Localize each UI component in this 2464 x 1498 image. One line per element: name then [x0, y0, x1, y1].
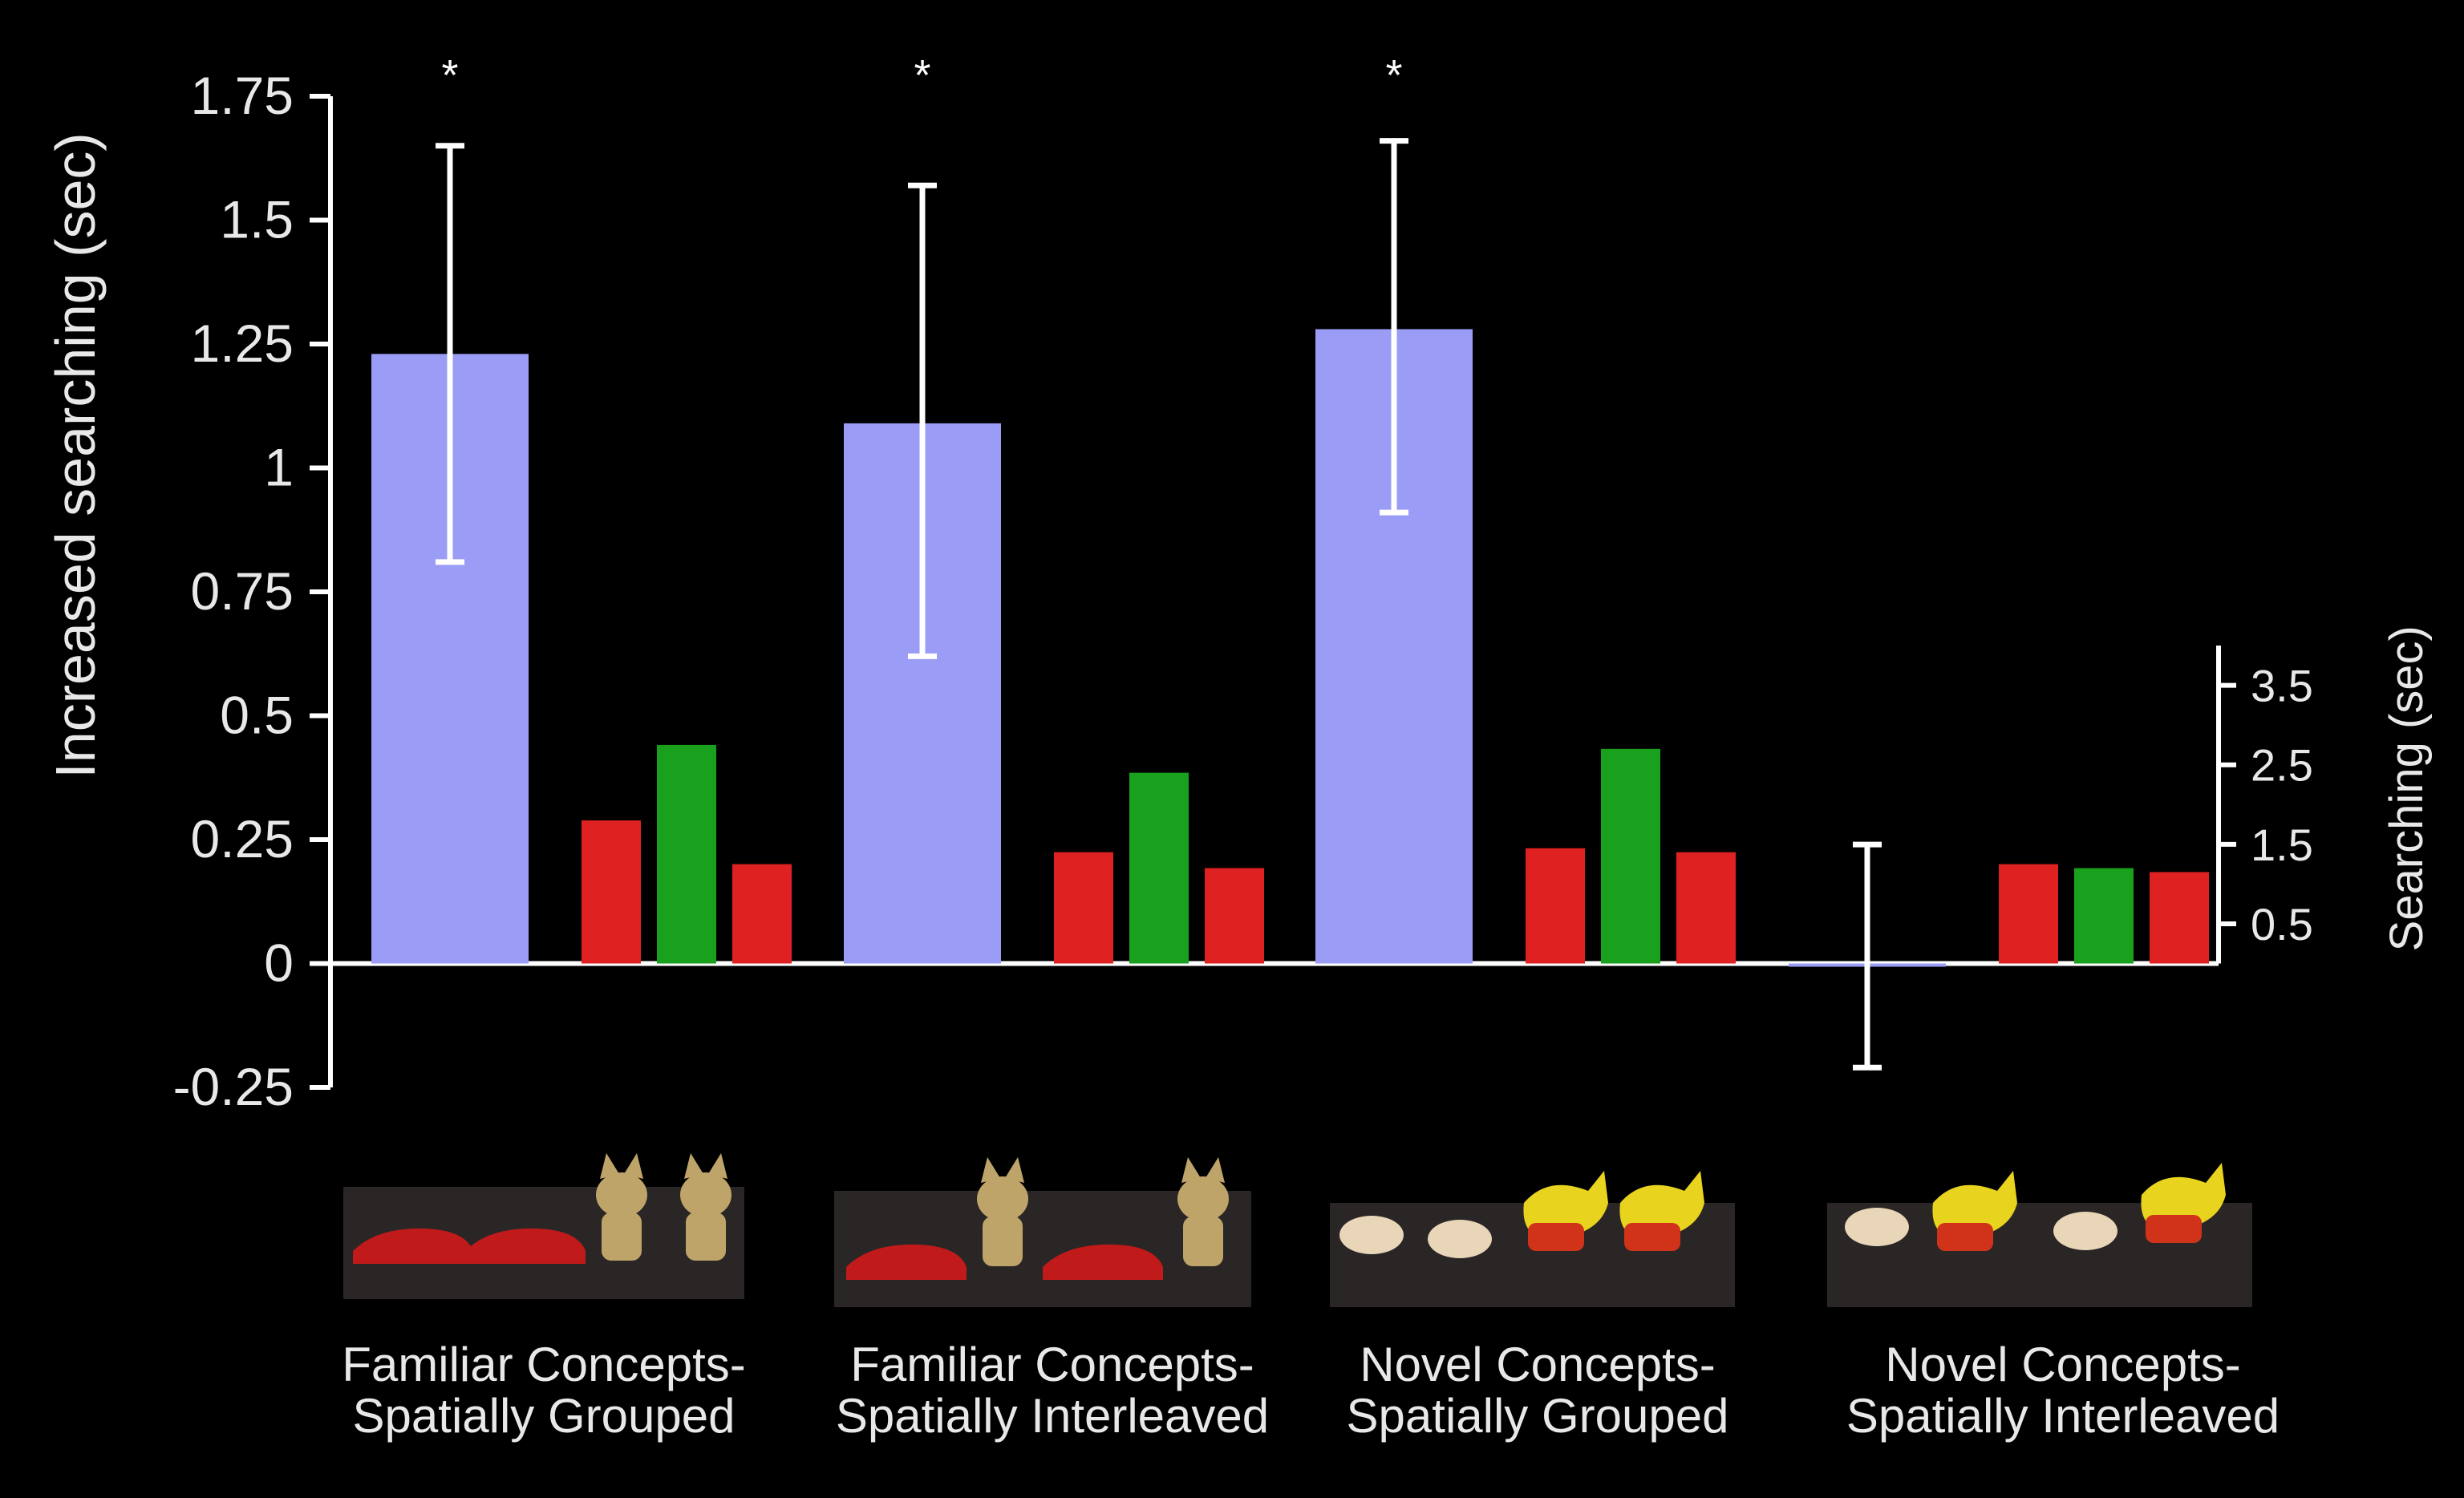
- x-axis-category-label: Spatially Interleaved: [1846, 1389, 2280, 1443]
- y2-axis-tick-label: 3.5: [2251, 661, 2313, 711]
- y-axis-tick-label: 0.5: [220, 686, 294, 745]
- x-axis-category-label: Spatially Interleaved: [836, 1389, 1269, 1443]
- y-axis-tick-label: 1: [264, 438, 294, 497]
- searching-bar: [657, 744, 716, 964]
- searching-bar: [1601, 748, 1660, 964]
- stimulus-image-familiar-interleaved: [834, 1157, 1251, 1307]
- plot-layer: 1.75 1.5 1.25 1 0.75 0.5 0.25 0 -0.25 Increased s…: [44, 51, 2433, 1443]
- y2-axis-tick-label: 2.5: [2251, 740, 2313, 791]
- stimulus-image-novel-interleaved: [1827, 1163, 2252, 1307]
- y-axis-tick-label: 1.75: [191, 66, 294, 125]
- searching-bar: [1999, 864, 2058, 964]
- searching-bar: [1129, 772, 1189, 964]
- x-axis-category-label: Spatially Grouped: [353, 1389, 736, 1443]
- y2-axis-title: Searching (sec): [2381, 626, 2433, 951]
- x-axis-category-label: Novel Concepts-: [1360, 1338, 1716, 1391]
- x-axis-category-label: Familiar Concepts-: [850, 1338, 1254, 1391]
- stimulus-images: [343, 1153, 2252, 1307]
- y-axis-tick-label: 1.25: [191, 314, 294, 373]
- searching-bar: [1676, 852, 1736, 964]
- stimulus-image-familiar-grouped: [343, 1153, 744, 1299]
- significance-marker: *: [441, 51, 458, 99]
- y2-axis-tick-label: 1.5: [2251, 820, 2313, 870]
- searching-bar: [2150, 872, 2209, 964]
- searching-bar: [582, 820, 641, 964]
- y2-axis-tick-label: 0.5: [2251, 899, 2313, 949]
- y-axis-tick-label: 1.5: [220, 190, 294, 249]
- x-axis-category-label: Spatially Grouped: [1347, 1389, 1729, 1443]
- y-axis-title: Increased searching (sec): [44, 132, 107, 778]
- y-axis-tick-label: 0.75: [191, 561, 294, 621]
- y-axis-tick-label: 0.25: [191, 809, 294, 868]
- searching-bar: [732, 864, 792, 964]
- x-axis-category-label: Familiar Concepts-: [342, 1338, 745, 1391]
- y-axis-tick-label: -0.25: [173, 1057, 294, 1116]
- searching-bar: [1054, 852, 1113, 964]
- searching-bar: [2074, 868, 2134, 964]
- significance-marker: *: [1385, 51, 1402, 99]
- y-axis-tick-label: 0: [264, 933, 294, 993]
- significance-marker: *: [914, 51, 930, 99]
- searching-bar: [1526, 848, 1585, 964]
- searching-bar: [1205, 868, 1264, 964]
- stimulus-image-novel-grouped: [1330, 1171, 1735, 1307]
- x-axis-category-label: Novel Concepts-: [1885, 1338, 2241, 1391]
